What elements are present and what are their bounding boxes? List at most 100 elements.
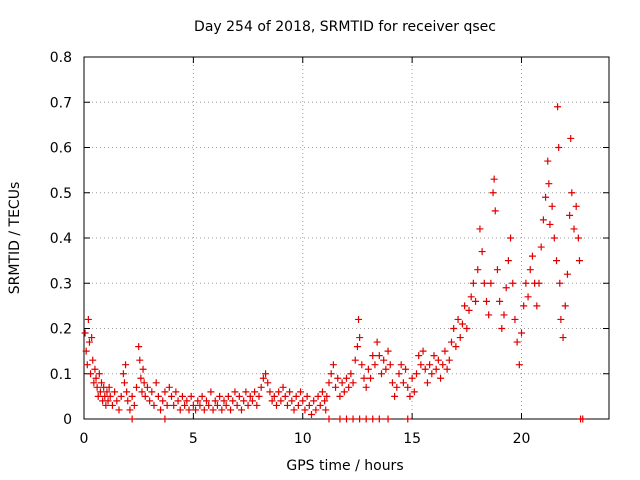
data-point	[467, 293, 475, 301]
y-tick-label: 0.4	[50, 231, 72, 247]
data-point	[513, 338, 521, 346]
data-point	[128, 392, 136, 400]
data-point	[227, 406, 235, 414]
data-point	[128, 415, 136, 423]
data-point	[567, 134, 575, 142]
data-point	[493, 266, 501, 274]
x-tick-label: 15	[403, 431, 421, 447]
chart-title: Day 254 of 2018, SRMTID for receiver qse…	[194, 19, 496, 35]
data-point	[185, 406, 193, 414]
data-point	[275, 388, 283, 396]
data-point	[150, 401, 158, 409]
data-point	[356, 334, 364, 342]
data-point	[135, 343, 143, 351]
data-point	[172, 388, 180, 396]
data-point	[124, 397, 132, 405]
data-point	[485, 311, 493, 319]
data-point	[154, 392, 162, 400]
data-point	[200, 406, 208, 414]
data-point	[165, 383, 173, 391]
data-point	[303, 392, 311, 400]
data-point	[555, 144, 563, 151]
data-point	[242, 388, 250, 396]
data-point	[520, 302, 528, 310]
data-point	[286, 388, 294, 396]
data-point	[222, 401, 230, 409]
data-point	[522, 279, 530, 287]
data-point	[458, 320, 466, 328]
data-point	[312, 406, 320, 414]
data-point	[246, 392, 254, 400]
data-point	[393, 383, 401, 391]
data-point	[423, 379, 431, 387]
data-point	[351, 356, 359, 364]
data-point	[509, 279, 517, 287]
data-point	[476, 225, 484, 233]
data-point	[90, 379, 98, 387]
data-point	[545, 180, 553, 188]
data-point	[141, 392, 149, 400]
data-point	[253, 401, 261, 409]
data-point	[85, 338, 93, 346]
data-point	[388, 379, 396, 387]
data-point	[181, 401, 189, 409]
data-point	[174, 397, 182, 405]
data-point	[292, 392, 300, 400]
data-point	[301, 406, 309, 414]
data-point	[430, 352, 438, 360]
data-point	[542, 193, 550, 201]
data-point	[557, 315, 565, 323]
y-tick-label: 0.8	[50, 50, 72, 66]
data-point	[244, 401, 252, 409]
data-point	[496, 297, 504, 305]
data-point	[563, 270, 571, 278]
data-point	[515, 361, 523, 369]
data-point	[518, 329, 525, 337]
data-point	[358, 361, 366, 369]
data-point	[152, 379, 160, 387]
data-point	[556, 279, 564, 287]
data-point	[207, 388, 215, 396]
data-point	[347, 370, 355, 378]
data-point	[426, 361, 434, 369]
data-point	[87, 370, 95, 378]
data-point	[139, 365, 147, 373]
data-point	[273, 401, 280, 409]
data-point	[360, 374, 368, 382]
data-point	[203, 397, 210, 405]
data-point	[281, 392, 289, 400]
data-point	[325, 379, 333, 387]
data-point	[490, 175, 498, 183]
data-point	[498, 325, 506, 332]
data-point	[356, 415, 364, 423]
data-point	[308, 410, 315, 418]
data-point	[408, 374, 416, 382]
data-point	[474, 266, 482, 274]
data-point	[524, 293, 532, 301]
data-point	[262, 370, 270, 378]
data-point	[406, 392, 414, 400]
data-point	[469, 279, 477, 287]
data-point	[362, 415, 370, 423]
data-point	[504, 257, 512, 265]
data-point	[378, 370, 385, 378]
data-point	[137, 374, 145, 382]
data-point	[395, 370, 403, 378]
data-point	[161, 388, 169, 396]
data-point	[268, 397, 276, 405]
data-point	[279, 383, 287, 391]
data-point	[316, 401, 324, 409]
data-point	[384, 415, 392, 423]
data-point	[432, 365, 440, 373]
data-point	[566, 211, 574, 219]
data-point	[83, 361, 91, 369]
data-point	[443, 365, 451, 373]
data-point	[117, 392, 125, 400]
data-point	[554, 103, 562, 111]
y-tick-label: 0.5	[50, 186, 72, 202]
x-tick-label: 0	[80, 431, 89, 447]
data-point	[266, 388, 274, 396]
data-point	[231, 388, 239, 396]
data-point	[235, 392, 243, 400]
y-tick-label: 0.1	[50, 367, 72, 383]
